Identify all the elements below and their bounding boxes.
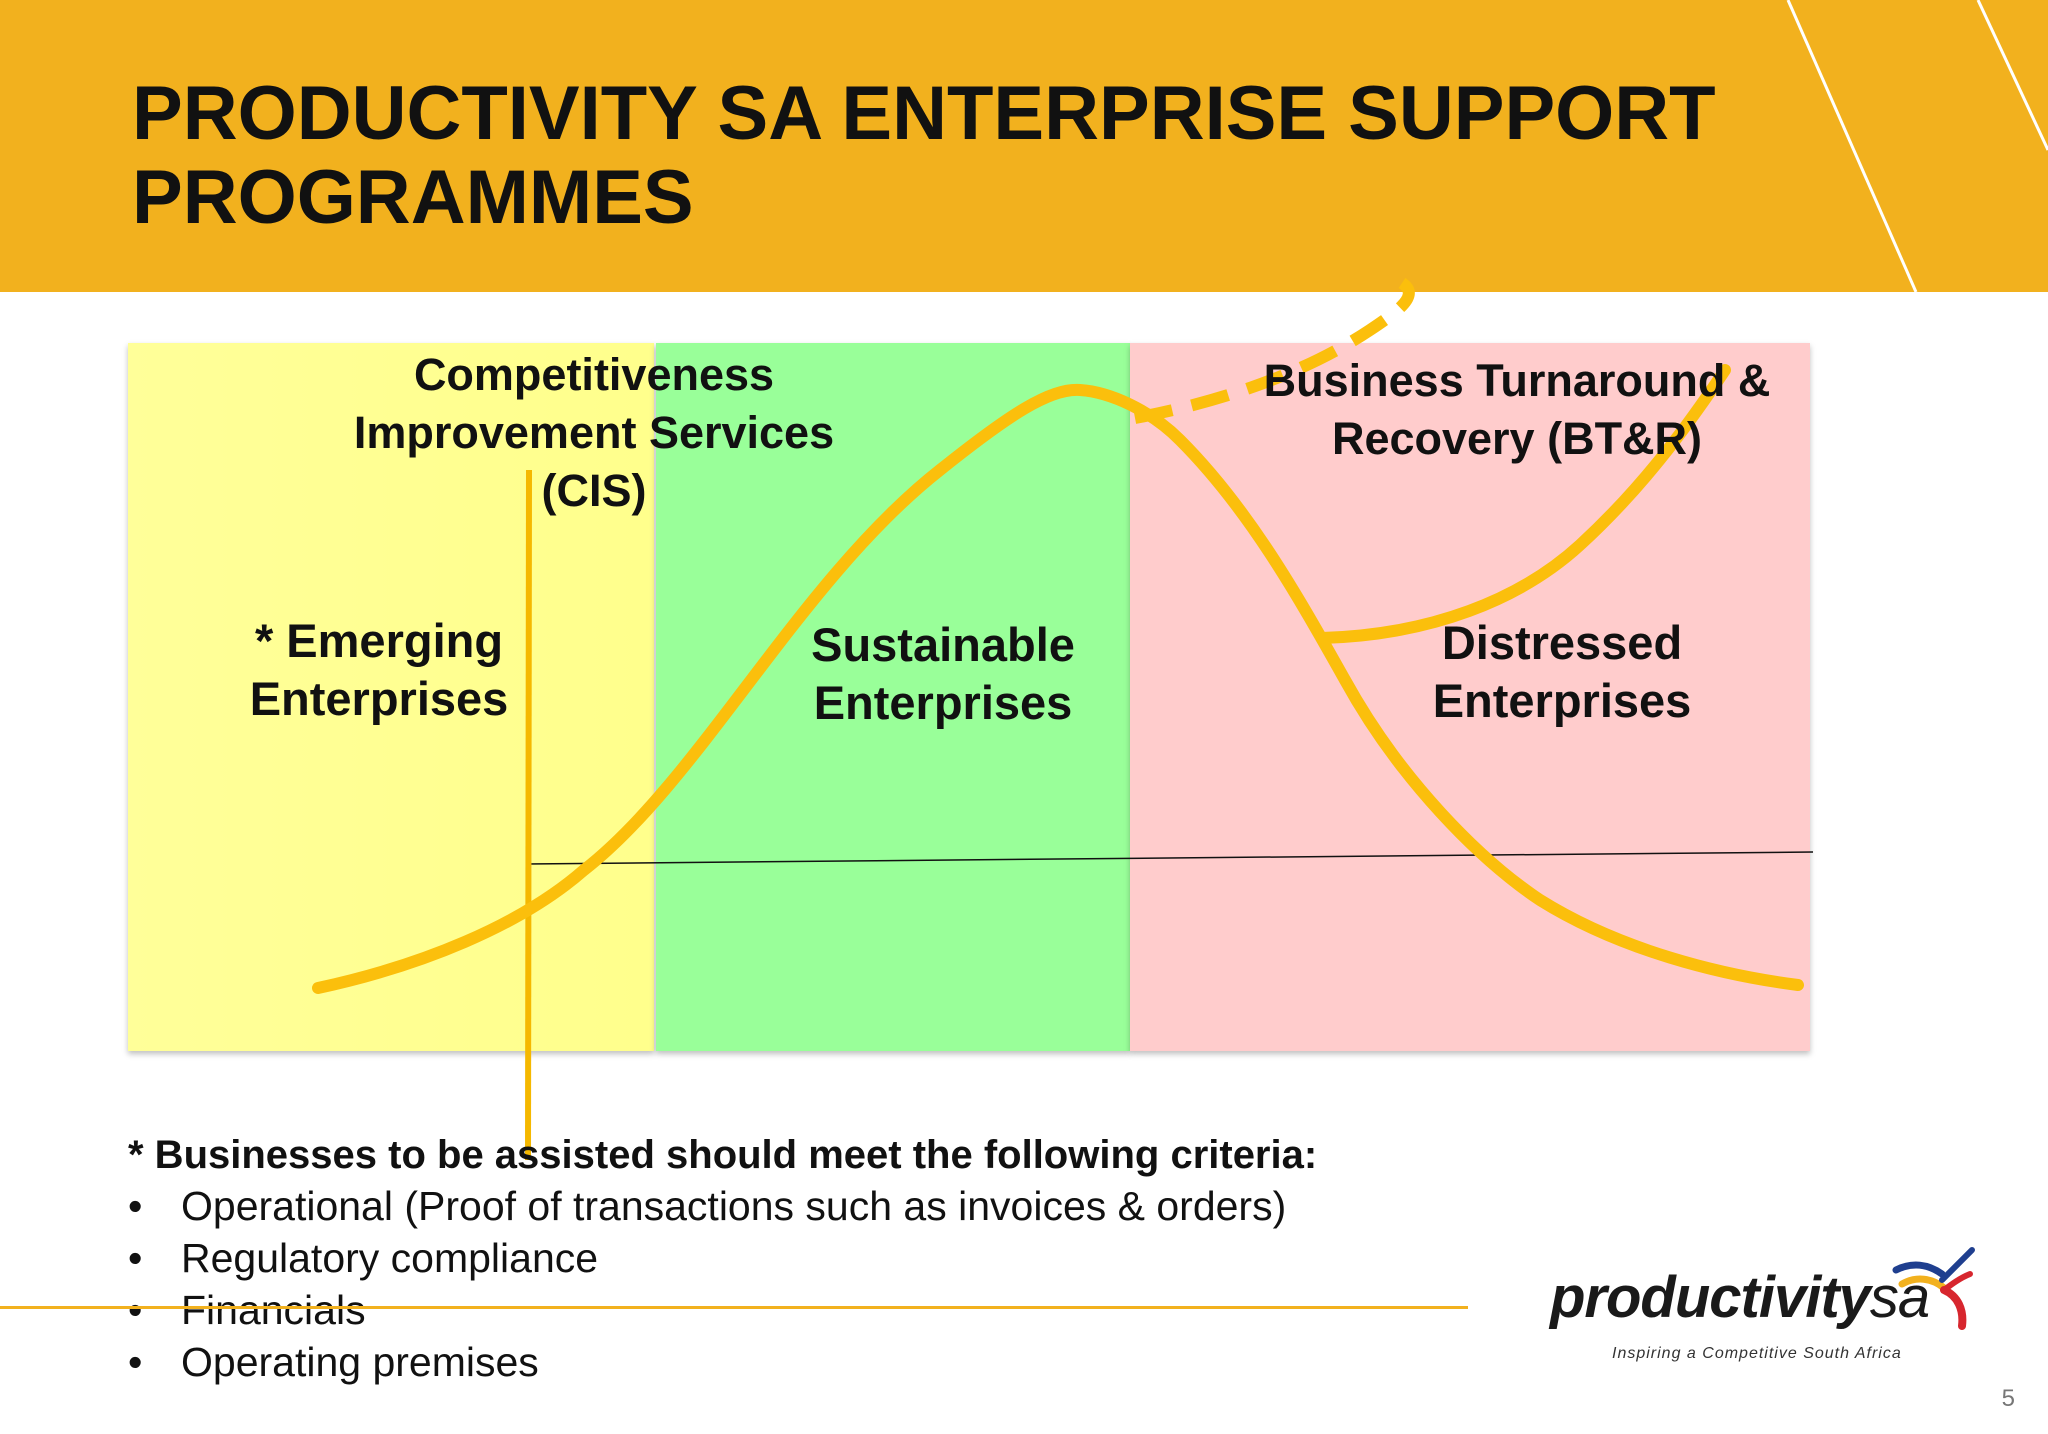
slide-title: PRODUCTIVITY SA ENTERPRISE SUPPORT PROGR… [132, 71, 1716, 240]
zone-emerging [128, 343, 654, 1051]
criteria-item: • Regulatory compliance [128, 1232, 1528, 1284]
horizontal-reference-line [525, 851, 1814, 865]
btr-programme-label: Business Turnaround & Recovery (BT&R) [1263, 355, 1771, 464]
criteria-item-text: Operational (Proof of transactions such … [181, 1183, 1287, 1229]
banner-background [0, 0, 2048, 292]
banner-right-stripe [1788, 0, 2048, 292]
page-number: 5 [2001, 1385, 2015, 1412]
banner-stripe-edge-left [1786, 0, 1918, 292]
criteria-item: • Operating premises [128, 1336, 1528, 1388]
criteria-item-text: Regulatory compliance [181, 1235, 599, 1281]
criteria-item-text: Financials [181, 1287, 366, 1333]
bullet-icon: • [128, 1183, 143, 1229]
criteria-item-text: Operating premises [181, 1339, 539, 1385]
logo-tagline: Inspiring a Competitive South Africa [1612, 1345, 1902, 1362]
decline-projection-dashed [1133, 278, 1415, 424]
footer-divider-line [0, 1306, 1468, 1309]
criteria-heading: * Businesses to be assisted should meet … [128, 1133, 1318, 1177]
vertical-marker-line [525, 469, 532, 1161]
criteria-item: • Operational (Proof of transactions such… [128, 1180, 1528, 1232]
criteria-section: * Businesses to be assisted should meet … [128, 1130, 1528, 1388]
logo-wordmark: productivitysa [1550, 1265, 1930, 1330]
turnaround-recovery-curve [1316, 364, 1731, 644]
banner-stripe-edge-right [1976, 0, 2048, 151]
lifecycle-curve [312, 383, 1804, 994]
zone-distressed [1130, 343, 1810, 1051]
logo-wordmark-main: productivity [1550, 1265, 1871, 1330]
sustainable-enterprises-label: Sustainable Enterprises [811, 618, 1075, 729]
criteria-list: • Operational (Proof of transactions such… [128, 1180, 1528, 1388]
criteria-item: • Financials [128, 1284, 1528, 1336]
bullet-icon: • [128, 1339, 143, 1385]
bullet-icon: • [128, 1287, 143, 1333]
bullet-icon: • [128, 1235, 143, 1281]
logo-figure-icon [1892, 1247, 1975, 1330]
productivity-sa-logo: productivitysa Inspiring a Competitive S… [1544, 1244, 1984, 1364]
emerging-enterprises-label: * Emerging Enterprises [249, 614, 509, 725]
distressed-enterprises-label: Distressed Enterprises [1432, 616, 1692, 727]
header-banner [0, 0, 2048, 292]
cis-programme-label: Competitiveness Improvement Services (CI… [353, 349, 835, 516]
